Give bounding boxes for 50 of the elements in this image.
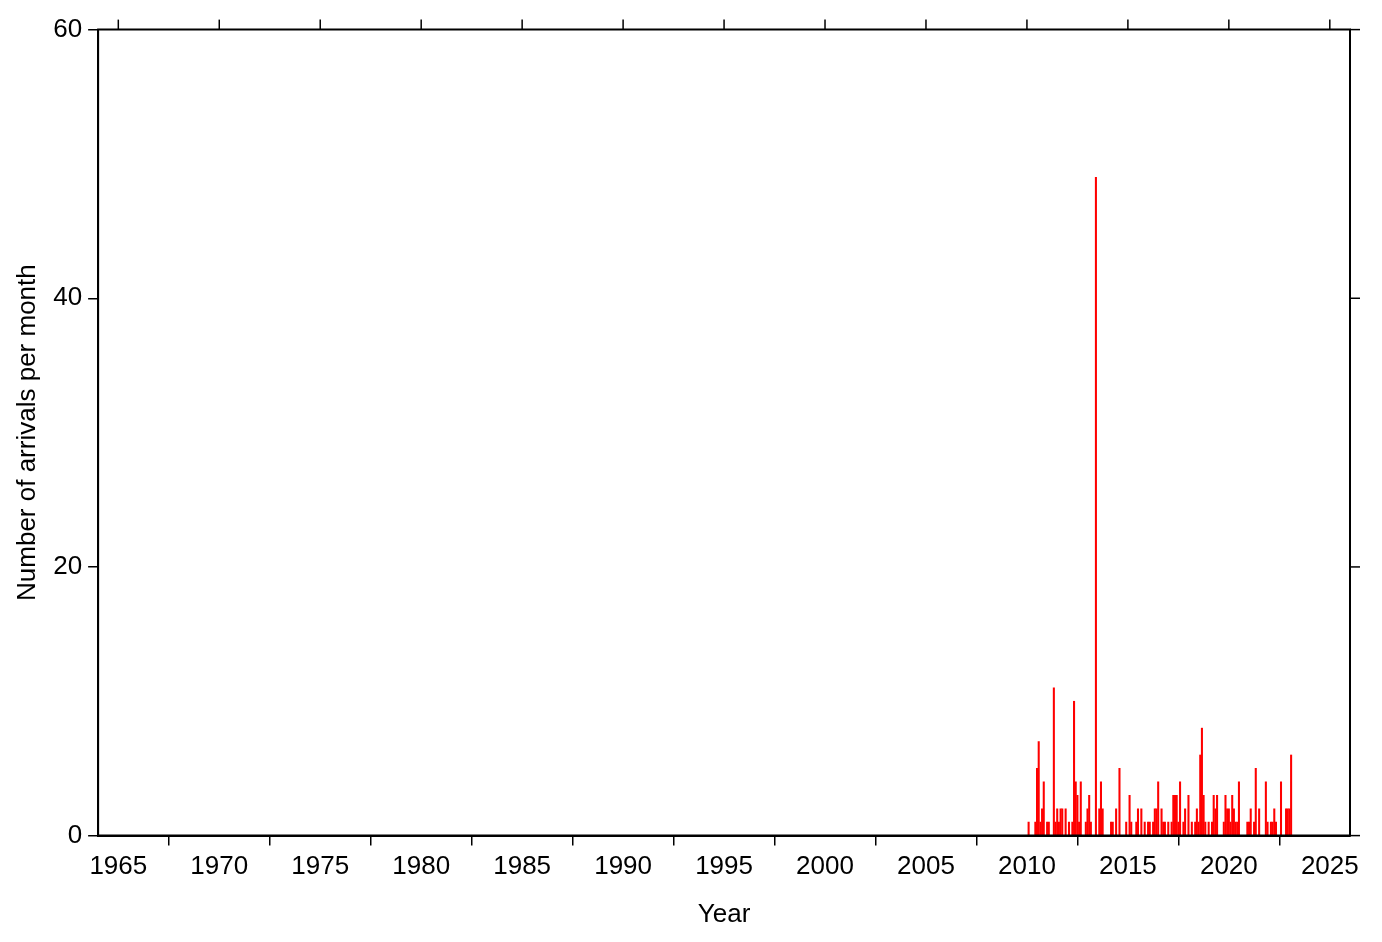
bar bbox=[1249, 808, 1252, 836]
bar bbox=[1200, 727, 1203, 836]
x-tick-label: 1990 bbox=[594, 850, 653, 881]
bar bbox=[1088, 794, 1091, 836]
x-tick-label: 1970 bbox=[190, 850, 249, 881]
bar bbox=[1118, 768, 1121, 836]
bar bbox=[1237, 781, 1240, 836]
y-tick-label: 40 bbox=[53, 281, 83, 312]
x-tick-label: 2015 bbox=[1098, 850, 1157, 881]
bar bbox=[1140, 808, 1143, 836]
bar bbox=[1073, 700, 1076, 836]
bar bbox=[1216, 794, 1219, 836]
x-axis-title: Year bbox=[697, 897, 751, 928]
x-tick-label: 1995 bbox=[695, 850, 753, 881]
bar bbox=[1179, 781, 1182, 836]
x-tick-label: 2000 bbox=[796, 850, 854, 881]
x-tick-label: 1965 bbox=[89, 850, 148, 881]
x-tick-label: 2020 bbox=[1199, 850, 1258, 881]
bar bbox=[1136, 808, 1140, 836]
bar bbox=[1099, 781, 1102, 836]
y-axis-title: Number of arrivals per month bbox=[10, 264, 41, 601]
x-tick-label: 1975 bbox=[291, 850, 350, 881]
y-tick-label: 60 bbox=[53, 12, 83, 43]
bar bbox=[1027, 821, 1030, 836]
bar bbox=[1264, 781, 1267, 836]
bar bbox=[1157, 781, 1160, 836]
bar bbox=[1125, 821, 1128, 836]
bar bbox=[1290, 754, 1293, 836]
bar bbox=[1187, 794, 1190, 836]
x-tick-label: 2025 bbox=[1300, 850, 1359, 881]
y-tick-label: 0 bbox=[67, 818, 83, 849]
bar bbox=[1231, 794, 1234, 836]
bar bbox=[1279, 781, 1283, 836]
x-tick-label: 2010 bbox=[998, 850, 1056, 881]
bar bbox=[1064, 808, 1067, 836]
bar bbox=[1079, 781, 1082, 836]
bar bbox=[1273, 808, 1276, 836]
bar bbox=[1207, 821, 1210, 836]
y-tick-label: 20 bbox=[53, 550, 83, 581]
bar bbox=[1094, 177, 1097, 836]
bar bbox=[1224, 794, 1227, 836]
bar bbox=[1190, 821, 1193, 836]
bar bbox=[1042, 781, 1045, 836]
bar bbox=[1143, 821, 1146, 836]
x-tick-label: 2005 bbox=[897, 850, 955, 881]
bar bbox=[1052, 687, 1055, 836]
bar bbox=[1037, 741, 1040, 836]
bar bbox=[1254, 768, 1257, 836]
x-tick-label: 1980 bbox=[392, 850, 451, 881]
x-tick-label: 1985 bbox=[493, 850, 552, 881]
